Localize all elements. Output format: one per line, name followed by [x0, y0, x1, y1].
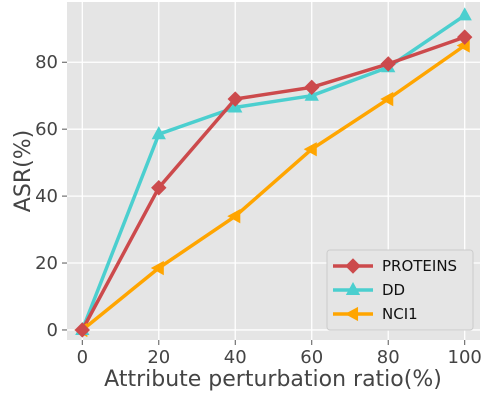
data-point-proteins [227, 91, 243, 107]
x-tick-label: 60 [300, 347, 323, 368]
y-tick-label: 20 [35, 253, 58, 274]
series-markers [74, 7, 473, 338]
data-point-proteins [456, 29, 473, 45]
series-lines [80, 13, 466, 332]
x-tick-label: 40 [224, 347, 247, 368]
x-tick-labels: 0 20 40 60 80 100 [77, 340, 482, 368]
legend-label-nci1: NCI1 [382, 305, 418, 323]
legend-marker-proteins [345, 258, 361, 274]
series-line-proteins [80, 35, 466, 331]
data-point-proteins [151, 180, 167, 196]
legend-marker-dd [345, 281, 361, 296]
data-point-dd [151, 126, 166, 140]
data-point-nci1 [150, 260, 164, 276]
legend-label-proteins: PROTEINS [382, 257, 457, 275]
y-tick-label: 60 [35, 119, 58, 140]
y-axis-label: ASR(%) [11, 130, 36, 212]
legend: PROTEINS DD NCI1 [326, 249, 474, 331]
y-tick-label: 0 [47, 320, 58, 341]
x-tick-label: 20 [147, 347, 170, 368]
x-tick-label: 100 [448, 347, 482, 368]
data-point-nci1 [303, 142, 317, 157]
x-tick-label: 80 [377, 347, 400, 368]
legend-marker-nci1 [344, 306, 359, 322]
y-tick-label: 80 [35, 52, 58, 73]
x-axis-label: Attribute perturbation ratio(%) [104, 367, 442, 392]
data-point-nci1 [380, 91, 394, 107]
data-point-nci1 [227, 209, 241, 224]
y-tick-labels: 0 20 40 60 80 [35, 52, 67, 341]
legend-box [326, 249, 474, 331]
data-point-proteins [74, 322, 91, 338]
data-point-dd [457, 7, 472, 21]
legend-label-dd: DD [382, 281, 405, 299]
data-point-proteins [380, 56, 396, 72]
y-tick-label: 40 [35, 186, 58, 207]
series-line-nci1 [81, 44, 466, 332]
data-point-proteins [304, 79, 320, 96]
x-tick-label: 0 [77, 347, 88, 368]
